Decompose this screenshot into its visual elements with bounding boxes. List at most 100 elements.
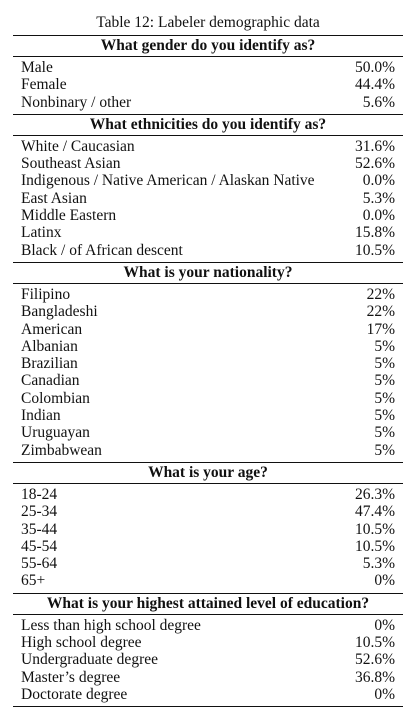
row-value: 52.6% [354,651,395,669]
table-top-rule [13,35,403,36]
table-row: Doctorate degree 0% [13,686,403,703]
table-row: Canadian 5% [13,372,403,389]
section-rule [13,261,403,263]
row-value: 5% [374,337,395,355]
table-row: 25-34 47.4% [13,503,403,520]
section-header: What is your age? [148,463,268,481]
row-label: 65+ [21,572,46,590]
row-value: 52.6% [354,155,395,173]
table-row: Uruguayan 5% [13,424,403,441]
header-rule [13,282,403,284]
table-row: East Asian 5.3% [13,190,403,207]
section-rule [13,592,403,594]
row-value: 0.0% [362,207,395,225]
table-row: High school degree 10.5% [13,634,403,651]
header-rule [13,482,403,484]
row-label: Uruguayan [21,424,90,442]
row-label: 45-54 [21,537,58,555]
row-value: 5.6% [362,93,395,111]
table-row: 55-64 5.3% [13,555,403,572]
section-header: What gender do you identify as? [100,37,316,54]
table-row: Latinx 15.8% [13,224,403,241]
section-header: What is your nationality? [123,263,293,281]
row-value: 10.5% [354,634,395,652]
table-row: Indigenous / Native American / Alaskan N… [13,172,403,189]
row-value: 31.6% [354,137,395,155]
row-label: Southeast Asian [21,155,121,173]
row-label: Undergraduate degree [21,651,158,669]
row-label: Albanian [21,337,78,355]
table-row: White / Caucasian 31.6% [13,138,403,155]
row-value: 0% [374,616,395,634]
table-row: Middle Eastern 0.0% [13,207,403,224]
section-nationality: What is your nationality? Filipino 22% Ba… [13,263,403,462]
row-value: 10.5% [354,241,395,259]
table-row: Colombian 5% [13,390,403,407]
header-rule [13,56,403,57]
row-value: 47.4% [354,503,395,521]
table-row: Less than high school degree 0% [13,617,403,634]
row-value: 5% [374,424,395,442]
table-row: Undergraduate degree 52.6% [13,651,403,668]
row-value: 5% [374,441,395,459]
header-rule [13,134,403,136]
row-label: High school degree [21,634,142,652]
table-row: 65+ 0% [13,572,403,589]
demographics-table: What gender do you identify as? Male 50.0… [13,35,403,707]
row-label: Bangladeshi [21,303,98,321]
table-caption: Table 12: Labeler demographic data [96,14,320,31]
table-row: 35-44 10.5% [13,521,403,538]
table-row: Zimbabwean 5% [13,442,403,459]
row-value: 10.5% [354,537,395,555]
table-row: Female 44.4% [13,76,403,93]
row-value: 26.3% [354,485,395,503]
row-label: Indigenous / Native American / Alaskan N… [21,172,315,190]
row-label: Middle Eastern [21,207,117,225]
section-header: What ethnicities do you identify as? [89,115,327,133]
row-value: 17% [366,320,395,338]
row-value: 5.3% [362,189,395,207]
table-row: American 17% [13,321,403,338]
table-row: Male 50.0% [13,59,403,76]
table-row: Indian 5% [13,407,403,424]
row-label: Zimbabwean [21,441,102,459]
row-value: 5% [374,372,395,390]
row-label: Filipino [21,285,71,303]
table-row: Bangladeshi 22% [13,303,403,320]
row-label: Brazilian [21,355,78,373]
row-label: Male [21,59,53,76]
table-row: 18-24 26.3% [13,486,403,503]
row-label: 55-64 [21,555,58,573]
row-value: 5% [374,389,395,407]
row-label: Doctorate degree [21,685,128,703]
row-label: American [21,320,83,338]
row-label: 35-44 [21,520,58,538]
row-label: Less than high school degree [21,616,201,634]
row-value: 0% [374,572,395,590]
row-value: 5.3% [362,555,395,573]
row-label: Master’s degree [21,668,121,686]
row-label: Colombian [21,389,90,407]
section-ethnicity: What ethnicities do you identify as? Whi… [13,115,403,262]
row-label: Nonbinary / other [21,93,132,111]
row-label: 25-34 [21,503,58,521]
header-rule [13,613,403,615]
row-label: East Asian [21,189,87,207]
section-gender: What gender do you identify as? Male 50.0… [13,36,403,114]
table-row: Southeast Asian 52.6% [13,155,403,172]
row-value: 15.8% [354,224,395,242]
row-label: 18-24 [21,485,58,503]
row-value: 50.0% [354,59,395,76]
row-value: 10.5% [354,520,395,538]
row-value: 22% [366,303,395,321]
row-label: Indian [21,407,61,425]
table-row: Nonbinary / other 5.6% [13,94,403,111]
table-row: Brazilian 5% [13,355,403,372]
row-label: Latinx [21,224,62,242]
section-rule [13,113,403,115]
section-education: What is your highest attained level of e… [13,594,403,706]
row-value: 22% [366,285,395,303]
table-row: Master’s degree 36.8% [13,669,403,686]
row-value: 5% [374,355,395,373]
table-row: Filipino 22% [13,286,403,303]
